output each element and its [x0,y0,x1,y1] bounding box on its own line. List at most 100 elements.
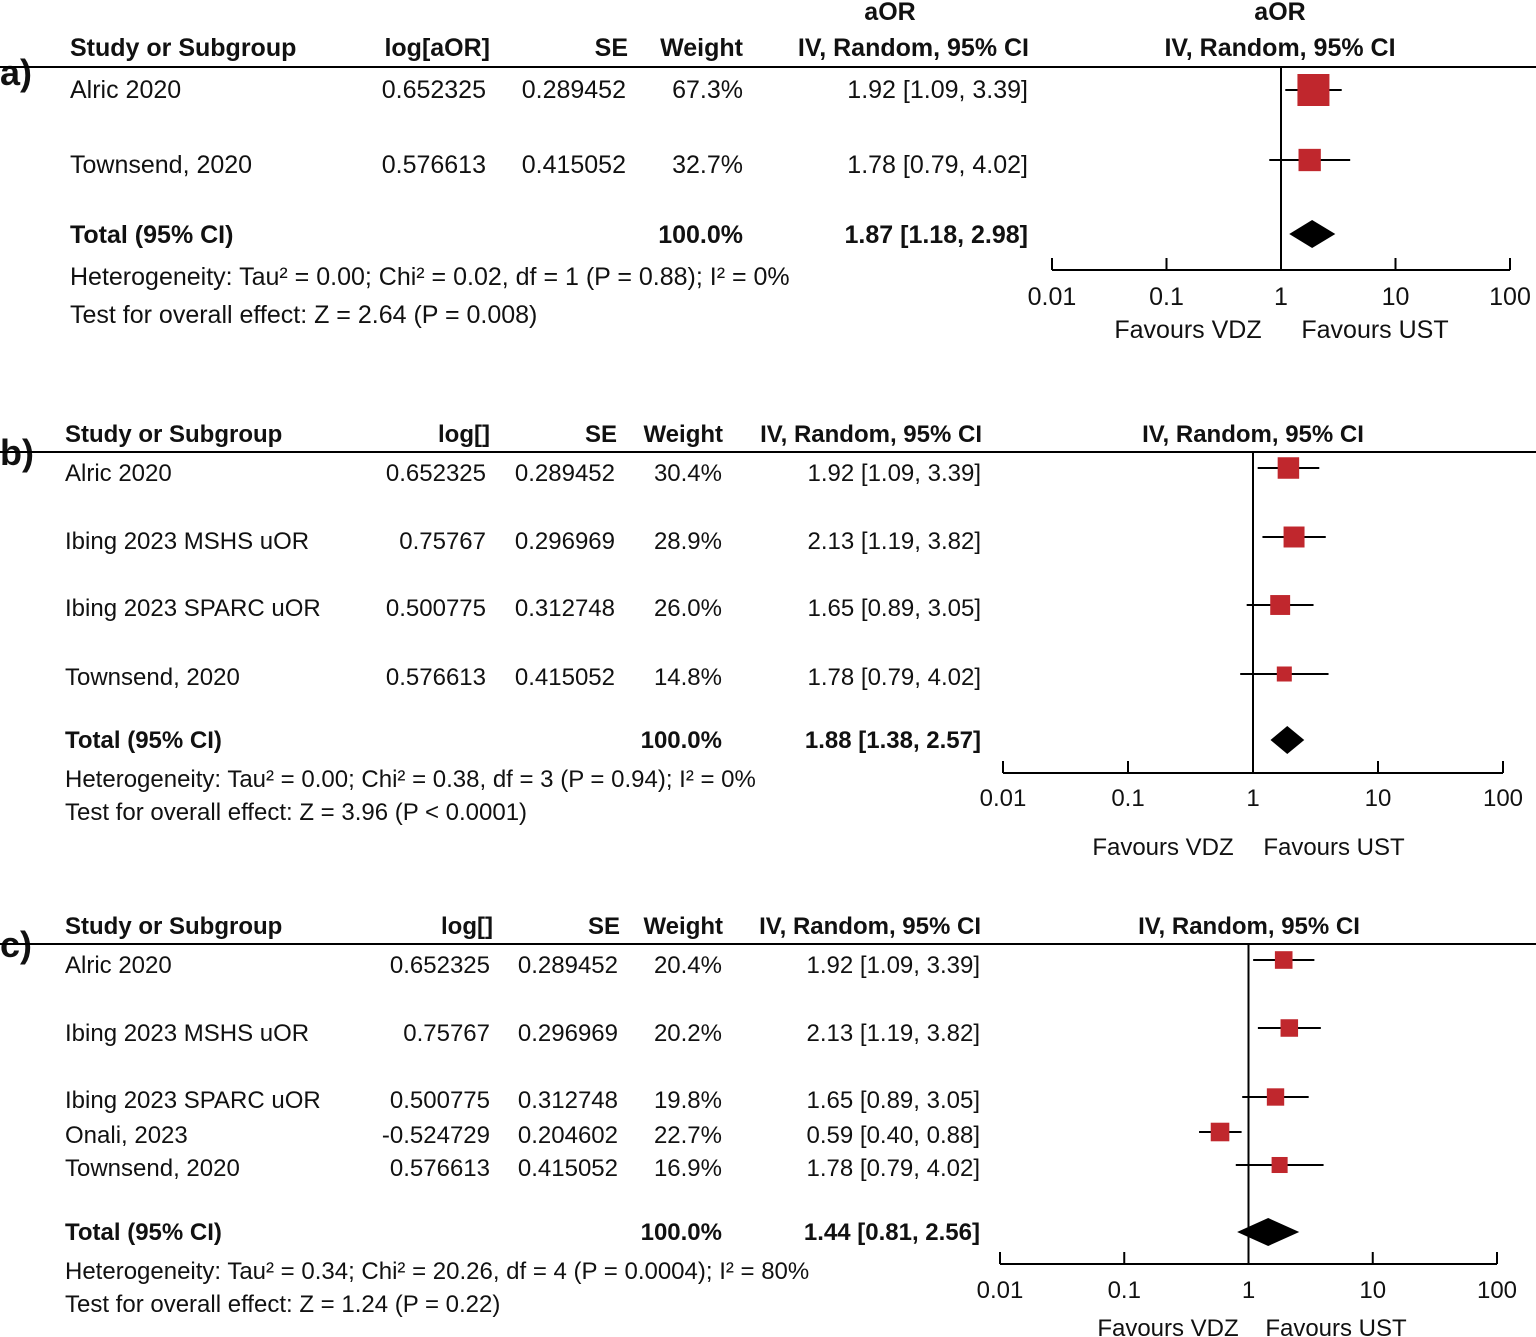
x-tick-label: 1 [1246,785,1259,812]
se-value: 0.415052 [521,151,626,179]
ci-value: 1.78 [0.79, 4.02] [847,151,1028,179]
weight-value: 19.8% [653,1087,722,1114]
weight-value: 14.8% [653,664,722,691]
study-marker [1280,1019,1299,1037]
total-weight: 100.0% [640,1219,722,1246]
study-marker [1266,1088,1285,1106]
total-weight: 100.0% [640,727,722,754]
x-tick-label: 0.1 [1108,1277,1141,1304]
study-marker [1283,526,1305,548]
study-column-header: Study or Subgroup [70,34,297,62]
study-marker [1270,595,1291,615]
weight-value: 20.2% [653,1020,722,1047]
favours-left-label: Favours VDZ [1097,1315,1238,1337]
overall-effect-text: Test for overall effect: Z = 3.96 (P < 0… [65,799,528,826]
log-value: 0.576613 [381,151,486,179]
study-column-header: Study or Subgroup [65,913,283,940]
plot-column-header: IV, Random, 95% CI [1138,913,1360,940]
weight-value: 67.3% [672,76,743,104]
x-tick-label: 10 [1359,1277,1386,1304]
study-name: Townsend, 2020 [65,664,240,691]
weight-value: 16.9% [653,1155,722,1182]
study-name: Ibing 2023 SPARC uOR [65,595,321,622]
study-name: Ibing 2023 MSHS uOR [65,1020,310,1047]
total-ci: 1.44 [0.81, 2.56] [803,1219,980,1246]
x-tick-label: 100 [1483,785,1523,812]
ci-value: 1.92 [1.09, 3.39] [807,460,981,487]
x-tick-label: 10 [1365,785,1392,812]
weight-value: 32.7% [672,151,743,179]
se-value: 0.296969 [517,1020,618,1047]
weight-value: 30.4% [653,460,722,487]
ci-column-header: IV, Random, 95% CI [797,34,1029,62]
log-column-header: log[aOR] [384,34,490,62]
se-column-header: SE [584,421,617,448]
study-name: Ibing 2023 MSHS uOR [65,528,310,555]
log-value: 0.75767 [399,528,486,555]
ci-value: 2.13 [1.19, 3.82] [806,1020,980,1047]
favours-right-label: Favours UST [1301,316,1448,344]
heterogeneity-text: Heterogeneity: Tau² = 0.00; Chi² = 0.38,… [65,766,756,793]
study-name: Onali, 2023 [65,1122,188,1149]
total-ci: 1.87 [1.18, 2.98] [844,221,1028,249]
x-tick-label: 0.01 [980,785,1027,812]
weight-value: 28.9% [653,528,722,555]
se-value: 0.296969 [514,528,615,555]
x-tick-label: 1 [1242,1277,1255,1304]
heterogeneity-text: Heterogeneity: Tau² = 0.34; Chi² = 20.26… [65,1258,810,1285]
se-value: 0.289452 [521,76,626,104]
favours-right-label: Favours UST [1263,834,1405,861]
study-marker [1210,1122,1230,1142]
favours-left-label: Favours VDZ [1092,834,1233,861]
log-value: 0.652325 [385,460,486,487]
header-rule [0,66,1536,68]
study-marker [1274,951,1293,969]
heterogeneity-text: Heterogeneity: Tau² = 0.00; Chi² = 0.02,… [70,263,790,291]
ci-value: 1.78 [0.79, 4.02] [807,664,981,691]
weight-value: 20.4% [653,952,722,979]
total-weight: 100.0% [658,221,743,249]
log-value: 0.652325 [389,952,490,979]
study-marker [1276,666,1292,682]
x-tick-label: 100 [1477,1277,1517,1304]
study-marker [1298,148,1321,172]
total-label: Total (95% CI) [70,221,234,249]
study-name: Alric 2020 [65,460,172,487]
log-column-header: log[] [441,913,493,940]
se-value: 0.415052 [514,664,615,691]
ci-value: 2.13 [1.19, 3.82] [807,528,981,555]
log-column-header: log[] [438,421,490,448]
study-marker [1297,74,1330,106]
x-tick-label: 1 [1274,283,1288,311]
log-value: 0.652325 [381,76,486,104]
ci-value: 0.59 [0.40, 0.88] [806,1122,980,1149]
study-name: Alric 2020 [70,76,182,104]
se-value: 0.204602 [517,1122,618,1149]
total-label: Total (95% CI) [65,1219,222,1246]
ci-value: 1.65 [0.89, 3.05] [806,1087,980,1114]
ci-value: 1.65 [0.89, 3.05] [807,595,981,622]
se-value: 0.415052 [517,1155,618,1182]
pooled-diamond [1237,1218,1300,1246]
log-value: 0.576613 [385,664,486,691]
log-value: 0.75767 [403,1020,490,1047]
se-value: 0.312748 [517,1087,618,1114]
weight-column-header: Weight [660,34,743,62]
x-tick-label: 0.01 [977,1277,1024,1304]
study-name: Townsend, 2020 [65,1155,240,1182]
header-rule [0,943,1536,945]
x-tick-label: 10 [1382,283,1410,311]
plot-column-header: IV, Random, 95% CI [1164,34,1396,62]
overall-effect-text: Test for overall effect: Z = 2.64 (P = 0… [70,301,538,329]
weight-column-header: Weight [643,421,723,448]
panel-label: a) [0,52,33,93]
forest-panel-a: a) aOR aOR Study or Subgroup log[aOR] SE… [0,0,1536,360]
ci-value: 1.92 [1.09, 3.39] [847,76,1028,104]
log-value: 0.576613 [389,1155,490,1182]
weight-value: 22.7% [653,1122,722,1149]
log-value: 0.500775 [385,595,486,622]
plot-column-header-top: aOR [1254,0,1306,26]
se-value: 0.289452 [517,952,618,979]
